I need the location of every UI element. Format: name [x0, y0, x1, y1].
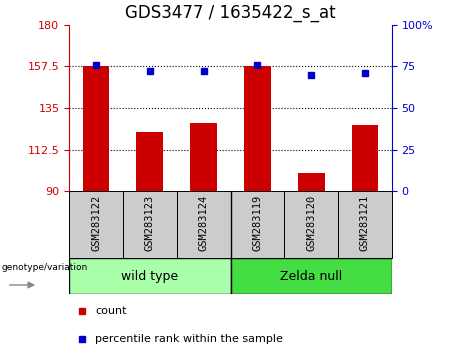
Bar: [338, 191, 392, 258]
Text: GSM283122: GSM283122: [91, 195, 101, 251]
Text: Zelda null: Zelda null: [280, 270, 343, 282]
Text: genotype/variation: genotype/variation: [1, 263, 88, 272]
Text: count: count: [95, 306, 126, 316]
Bar: [244, 67, 271, 191]
Bar: [230, 191, 284, 258]
Text: GSM283121: GSM283121: [360, 195, 370, 251]
Bar: [69, 258, 230, 294]
Text: GSM283119: GSM283119: [252, 195, 262, 251]
Bar: [190, 123, 217, 191]
Text: GSM283123: GSM283123: [145, 195, 155, 251]
Bar: [298, 173, 325, 191]
Bar: [83, 67, 109, 191]
Bar: [123, 191, 177, 258]
Bar: [69, 191, 123, 258]
Text: percentile rank within the sample: percentile rank within the sample: [95, 334, 283, 344]
Bar: [351, 125, 378, 191]
Text: wild type: wild type: [121, 270, 178, 282]
Bar: [230, 258, 392, 294]
Bar: [177, 191, 230, 258]
Bar: [136, 132, 163, 191]
Text: GSM283124: GSM283124: [199, 195, 209, 251]
Text: GSM283120: GSM283120: [306, 195, 316, 251]
Bar: [284, 191, 338, 258]
Title: GDS3477 / 1635422_s_at: GDS3477 / 1635422_s_at: [125, 4, 336, 22]
